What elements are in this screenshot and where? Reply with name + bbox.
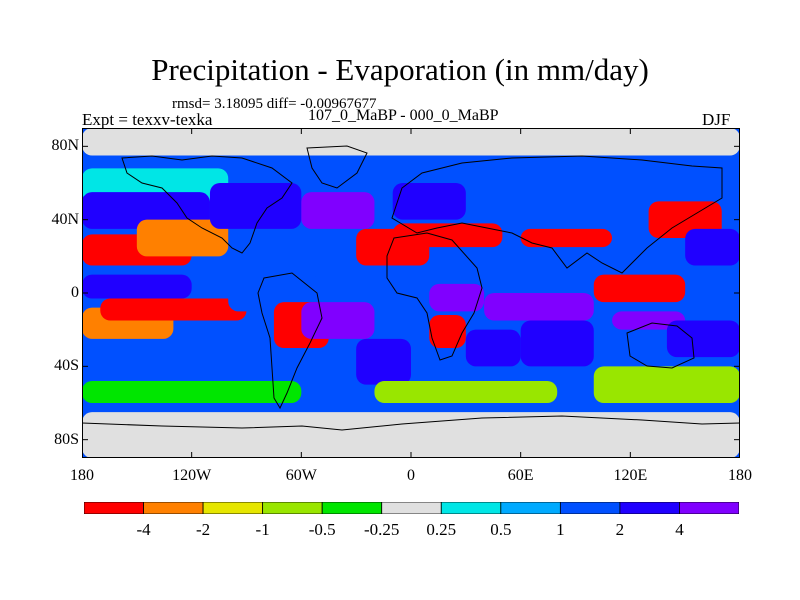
field-region-23 — [520, 320, 594, 367]
colorbar-label-9: 4 — [675, 520, 684, 539]
colorbar-label-2: -1 — [255, 520, 270, 539]
colorbar-box-6 — [440, 502, 502, 514]
field-region-26 — [520, 228, 613, 248]
field-region-20 — [429, 315, 466, 348]
rmsd-diff-stats: rmsd= 3.18095 diff= -0.00967677 — [172, 96, 377, 112]
colorbar-label-8: 2 — [615, 520, 625, 539]
x-tick-label-2: 60W — [285, 467, 317, 484]
field-region-5 — [82, 274, 192, 299]
field-region-14 — [301, 302, 375, 339]
field-region-7 — [82, 348, 174, 376]
colorbar-box-4 — [321, 502, 383, 514]
colorbar-label-1: -2 — [195, 520, 211, 539]
y-tick-label-4: 80S — [54, 430, 79, 448]
field-region-30 — [593, 366, 740, 403]
coastline-australia — [626, 322, 695, 369]
field-region-31 — [82, 381, 302, 403]
colorbar — [84, 502, 739, 514]
field-region-28 — [685, 228, 740, 266]
coastline-greenland — [306, 145, 368, 189]
colorbar-label-3: -0.5 — [308, 520, 336, 539]
colorbar-box-0 — [84, 502, 144, 514]
colorbar-label-7: 1 — [556, 520, 565, 539]
season-label: DJF — [702, 110, 731, 129]
coastline-africa — [386, 232, 483, 361]
x-tick-label-3: 0 — [407, 467, 415, 484]
colorbar-box-8 — [559, 502, 621, 514]
colorbar-label-0: -4 — [136, 520, 151, 539]
x-tick-label-5: 120E — [613, 467, 648, 484]
field-region-8 — [136, 219, 229, 257]
experiment-label: Expt = texxv-texka — [82, 110, 213, 129]
colorbar-label-4: -0.25 — [364, 520, 400, 539]
coastline-north-america — [121, 155, 293, 254]
y-tick-label-1: 40N — [51, 210, 79, 228]
field-region-15 — [356, 338, 411, 385]
field-region-3 — [82, 192, 210, 229]
field-region-24 — [593, 274, 686, 303]
field-region-9 — [100, 298, 247, 321]
coastline-antarctica — [82, 415, 740, 431]
colorbar-box-5 — [381, 502, 442, 514]
x-tick-label-6: 180 — [728, 467, 752, 484]
chart-title: Precipitation - Evaporation (in mm/day) — [151, 52, 649, 87]
field-region-17 — [392, 223, 503, 248]
field-region-22 — [484, 293, 594, 321]
coastline-south-america — [257, 272, 323, 410]
field-region-18 — [392, 183, 466, 220]
tick-marks — [82, 128, 740, 458]
field-region-29 — [666, 320, 740, 358]
field-region-21 — [465, 329, 521, 367]
field-region-0 — [82, 128, 740, 156]
coastline-outlines — [82, 145, 740, 431]
y-tick-label-2: 0 — [71, 284, 79, 301]
colorbar-box-1 — [143, 502, 204, 514]
coastline-eurasia — [391, 155, 723, 274]
field-region-19 — [429, 283, 485, 312]
x-tick-label-0: 180 — [70, 467, 94, 484]
field-regions — [82, 128, 740, 458]
y-tick-label-3: 40S — [54, 357, 79, 375]
colorbar-box-2 — [202, 502, 264, 514]
field-region-32 — [374, 381, 558, 403]
precipitation-map — [82, 128, 740, 458]
colorbar-box-9 — [619, 502, 680, 514]
field-region-10 — [209, 183, 302, 229]
colorbar-label-5: 0.25 — [426, 520, 457, 539]
y-tick-label-0: 80N — [51, 137, 79, 155]
chart-subtitle: 107_0_MaBP - 000_0_MaBP — [308, 107, 499, 124]
field-region-1 — [82, 412, 740, 458]
x-tick-label-1: 120W — [172, 467, 212, 484]
field-region-13 — [301, 192, 375, 229]
colorbar-box-10 — [679, 502, 739, 514]
x-tick-label-4: 60E — [507, 467, 534, 484]
colorbar-box-3 — [262, 502, 323, 514]
colorbar-label-6: 0.5 — [490, 520, 512, 539]
colorbar-box-7 — [500, 502, 561, 514]
